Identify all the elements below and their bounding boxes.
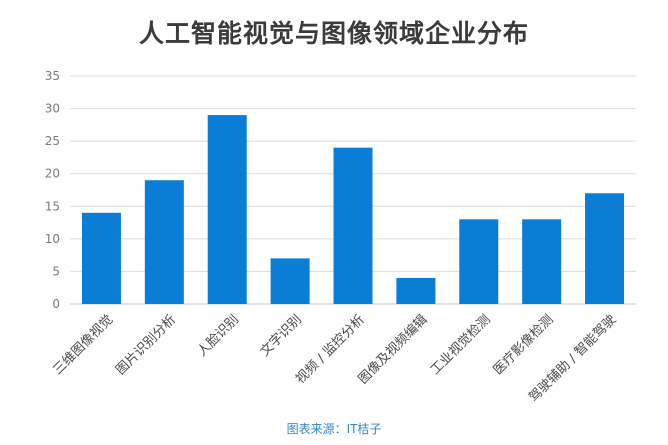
x-tick-label: 工业视觉检测 — [428, 312, 494, 378]
x-tick-label: 医疗影像检测 — [491, 312, 557, 378]
bar — [270, 258, 310, 304]
bars — [81, 115, 625, 304]
x-tick-label: 三维图像视觉 — [51, 312, 117, 378]
y-tick-label: 5 — [52, 264, 60, 278]
y-axis-ticks: 0 5 10 15 20 25 30 35 — [45, 69, 60, 311]
bar — [207, 115, 247, 304]
bar — [144, 180, 184, 304]
x-tick-label: 人脸识别 — [195, 312, 242, 359]
source-note: 图表来源：IT桔子 — [286, 422, 382, 436]
y-tick-label: 30 — [45, 102, 60, 116]
bar — [333, 147, 373, 304]
y-tick-label: 10 — [45, 232, 60, 246]
bar — [585, 193, 625, 304]
bar — [459, 219, 499, 304]
y-tick-label: 0 — [52, 297, 60, 311]
y-tick-label: 35 — [45, 69, 60, 83]
chart-title: 人工智能视觉与图像领域企业分布 — [138, 19, 529, 48]
y-tick-label: 25 — [45, 134, 60, 148]
bar — [396, 277, 436, 304]
bar — [81, 212, 121, 304]
y-tick-label: 15 — [45, 199, 60, 213]
x-tick-label: 文字识别 — [258, 312, 305, 359]
bar — [522, 219, 562, 304]
y-tick-label: 20 — [45, 167, 60, 181]
x-tick-label: 图片识别分析 — [113, 312, 179, 378]
